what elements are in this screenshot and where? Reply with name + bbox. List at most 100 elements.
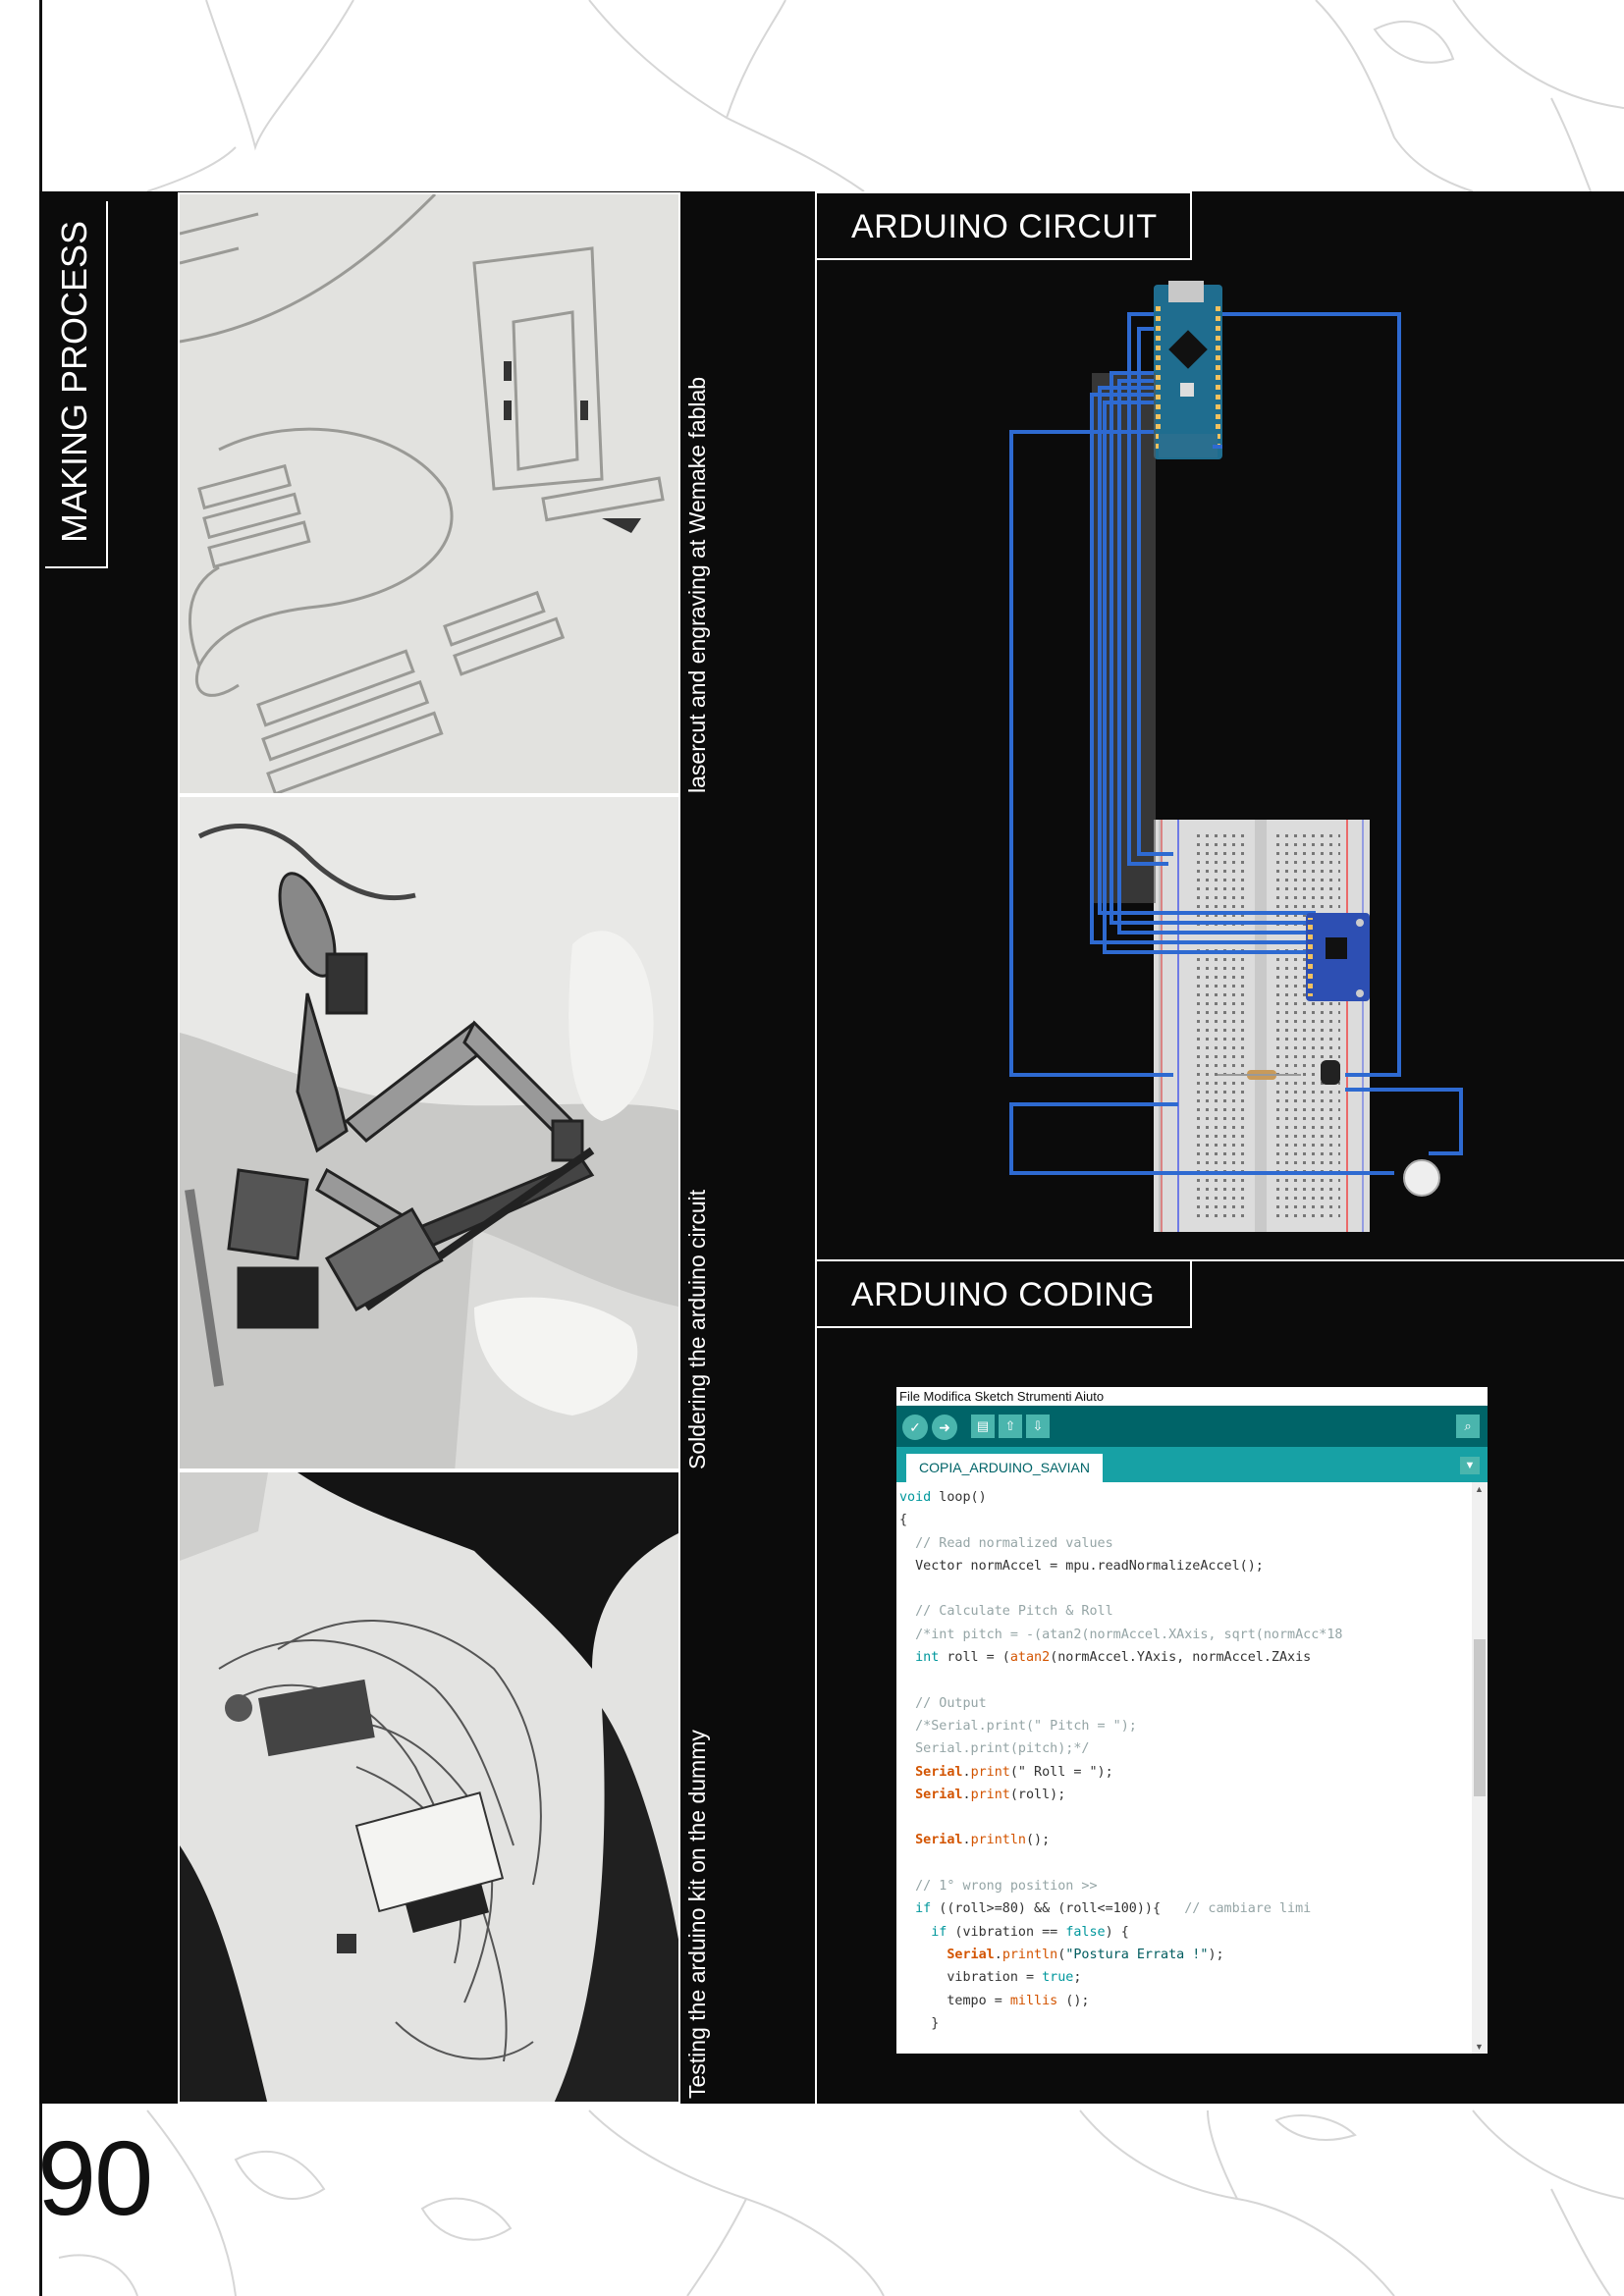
verify-icon[interactable]: ✓	[902, 1415, 928, 1440]
making-process-tag	[45, 201, 108, 568]
code-token: print	[970, 1787, 1010, 1802]
arduino-coding-title: ARDUINO CODING	[851, 1276, 1156, 1313]
horizontal-divider	[815, 1259, 1624, 1261]
arduino-circuit-tag: ARDUINO CIRCUIT	[815, 191, 1192, 260]
code-line: if ((roll>=80) && (roll<=100)){ // cambi…	[899, 1897, 1470, 1920]
code-token: if	[899, 1901, 932, 1917]
arduino-ide-window: File Modifica Sketch Strumenti Aiuto ✓ ➜…	[896, 1387, 1488, 2054]
caption-soldering: Soldering the arduino circuit	[684, 1189, 710, 1469]
code-line: // Output	[899, 1692, 1470, 1715]
open-icon[interactable]: ⇧	[999, 1415, 1022, 1438]
code-line: tempo = millis ();	[899, 1990, 1470, 2012]
code-token: loop()	[931, 1490, 987, 1505]
ide-tabrow: COPIA_ARDUINO_SAVIAN ▼	[896, 1447, 1488, 1482]
arduino-circuit-diagram	[1009, 281, 1463, 1232]
code-token: .	[962, 1833, 971, 1848]
code-token: // 1° wrong position >>	[899, 1879, 1098, 1895]
caption-dummy: Testing the arduino kit on the dummy	[684, 1730, 710, 2099]
arduino-nano	[1154, 281, 1222, 459]
code-token: Serial	[899, 1787, 963, 1802]
photo-lasercut	[178, 192, 680, 795]
save-icon[interactable]: ⇩	[1026, 1415, 1050, 1438]
code-token: "Postura Errata !"	[1065, 1947, 1209, 1962]
code-token: Serial.print(pitch);*/	[899, 1741, 1090, 1757]
code-token: void	[899, 1490, 932, 1505]
editor-scrollbar[interactable]: ▲ ▼	[1472, 1482, 1488, 2054]
code-token: // Read normalized values	[899, 1535, 1113, 1551]
code-line: int roll = (atan2(normAccel.YAxis, normA…	[899, 1646, 1470, 1669]
code-token: /*Serial.print(" Pitch = ");	[899, 1718, 1137, 1734]
code-token: atan2	[1009, 1650, 1051, 1666]
sketch-tab[interactable]: COPIA_ARDUINO_SAVIAN	[906, 1454, 1104, 1482]
code-token: true	[1042, 1970, 1074, 1986]
making-process-title: MAKING PROCESS	[54, 220, 94, 543]
code-line: /*Serial.print(" Pitch = ");	[899, 1715, 1470, 1737]
code-line: void loop()	[899, 1486, 1470, 1509]
code-token: .	[962, 1787, 971, 1802]
code-line: Serial.print(roll);	[899, 1784, 1470, 1806]
code-token: }	[899, 2015, 940, 2031]
code-token: Serial	[899, 1764, 963, 1780]
code-line	[899, 1669, 1470, 1691]
breadboard	[1154, 820, 1370, 1232]
code-token: vibration =	[899, 1970, 1043, 1986]
code-token: /*int pitch = -(atan2(normAccel.XAxis, s…	[899, 1627, 1343, 1642]
code-line: Serial.println("Postura Errata !");	[899, 1944, 1470, 1966]
caption-lasercut: lasercut and engraving at Wemake fablab	[684, 376, 710, 793]
code-line	[899, 1852, 1470, 1875]
code-token: // Output	[899, 1695, 987, 1711]
code-editor[interactable]: void loop() { // Read normalized values V…	[899, 1486, 1470, 2054]
code-token: millis	[1009, 1993, 1058, 2008]
code-line: // Read normalized values	[899, 1532, 1470, 1555]
code-token: tempo =	[899, 1993, 1010, 2008]
arduino-coding-tag: ARDUINO CODING	[815, 1259, 1192, 1328]
code-line	[899, 1806, 1470, 1829]
tab-menu-icon[interactable]: ▼	[1460, 1457, 1480, 1474]
code-line: }	[899, 2012, 1470, 2035]
code-token: int	[899, 1650, 940, 1666]
code-token: {	[899, 1513, 908, 1528]
code-token: (vibration ==	[947, 1924, 1066, 1940]
code-token: ();	[1026, 1833, 1051, 1848]
code-token: );	[1208, 1947, 1224, 1962]
code-token: ();	[1057, 1993, 1090, 2008]
code-token: .	[994, 1947, 1002, 1962]
code-line: Serial.print(" Roll = ");	[899, 1761, 1470, 1784]
scrollbar-thumb[interactable]	[1474, 1639, 1486, 1796]
code-token: // Calculate Pitch & Roll	[899, 1604, 1113, 1620]
code-line: if (vibration == false) {	[899, 1921, 1470, 1944]
code-line: /*int pitch = -(atan2(normAccel.XAxis, s…	[899, 1624, 1470, 1646]
page-number: 90	[37, 2118, 153, 2237]
ide-menubar[interactable]: File Modifica Sketch Strumenti Aiuto	[896, 1387, 1488, 1406]
arduino-circuit-title: ARDUINO CIRCUIT	[851, 208, 1158, 245]
photo-soldering	[178, 795, 680, 1470]
code-line: {	[899, 1509, 1470, 1531]
vertical-divider	[815, 191, 817, 2104]
new-icon[interactable]: ▤	[971, 1415, 995, 1438]
code-token: println	[970, 1833, 1026, 1848]
scroll-down-icon[interactable]: ▼	[1475, 2042, 1484, 2052]
code-token: ) {	[1105, 1924, 1129, 1940]
upload-icon[interactable]: ➜	[932, 1415, 957, 1440]
code-token: Vector normAccel = mpu.readNormalizeAcce…	[899, 1558, 1264, 1574]
code-line: vibration = true;	[899, 1966, 1470, 1989]
code-token: .	[962, 1764, 971, 1780]
photo-dummy	[178, 1470, 680, 2104]
mpu-sensor	[1306, 913, 1370, 1001]
code-token: (	[1057, 1947, 1066, 1962]
code-token: (roll);	[1009, 1787, 1066, 1802]
code-token: if	[899, 1924, 947, 1940]
magnifier-icon[interactable]: ⌕	[1456, 1415, 1480, 1438]
code-line: Vector normAccel = mpu.readNormalizeAcce…	[899, 1555, 1470, 1577]
code-token: false	[1065, 1924, 1106, 1940]
code-token: Serial	[899, 1947, 995, 1962]
code-token: print	[970, 1764, 1010, 1780]
code-token: (normAccel.YAxis, normAccel.ZAxis	[1050, 1650, 1312, 1666]
code-token: ;	[1073, 1970, 1082, 1986]
scroll-up-icon[interactable]: ▲	[1475, 1484, 1484, 1494]
code-token: (" Roll = ");	[1009, 1764, 1113, 1780]
code-line	[899, 1577, 1470, 1600]
code-token: ((roll>=80) && (roll<=100)){	[931, 1901, 1185, 1917]
code-line: // Calculate Pitch & Roll	[899, 1600, 1470, 1623]
